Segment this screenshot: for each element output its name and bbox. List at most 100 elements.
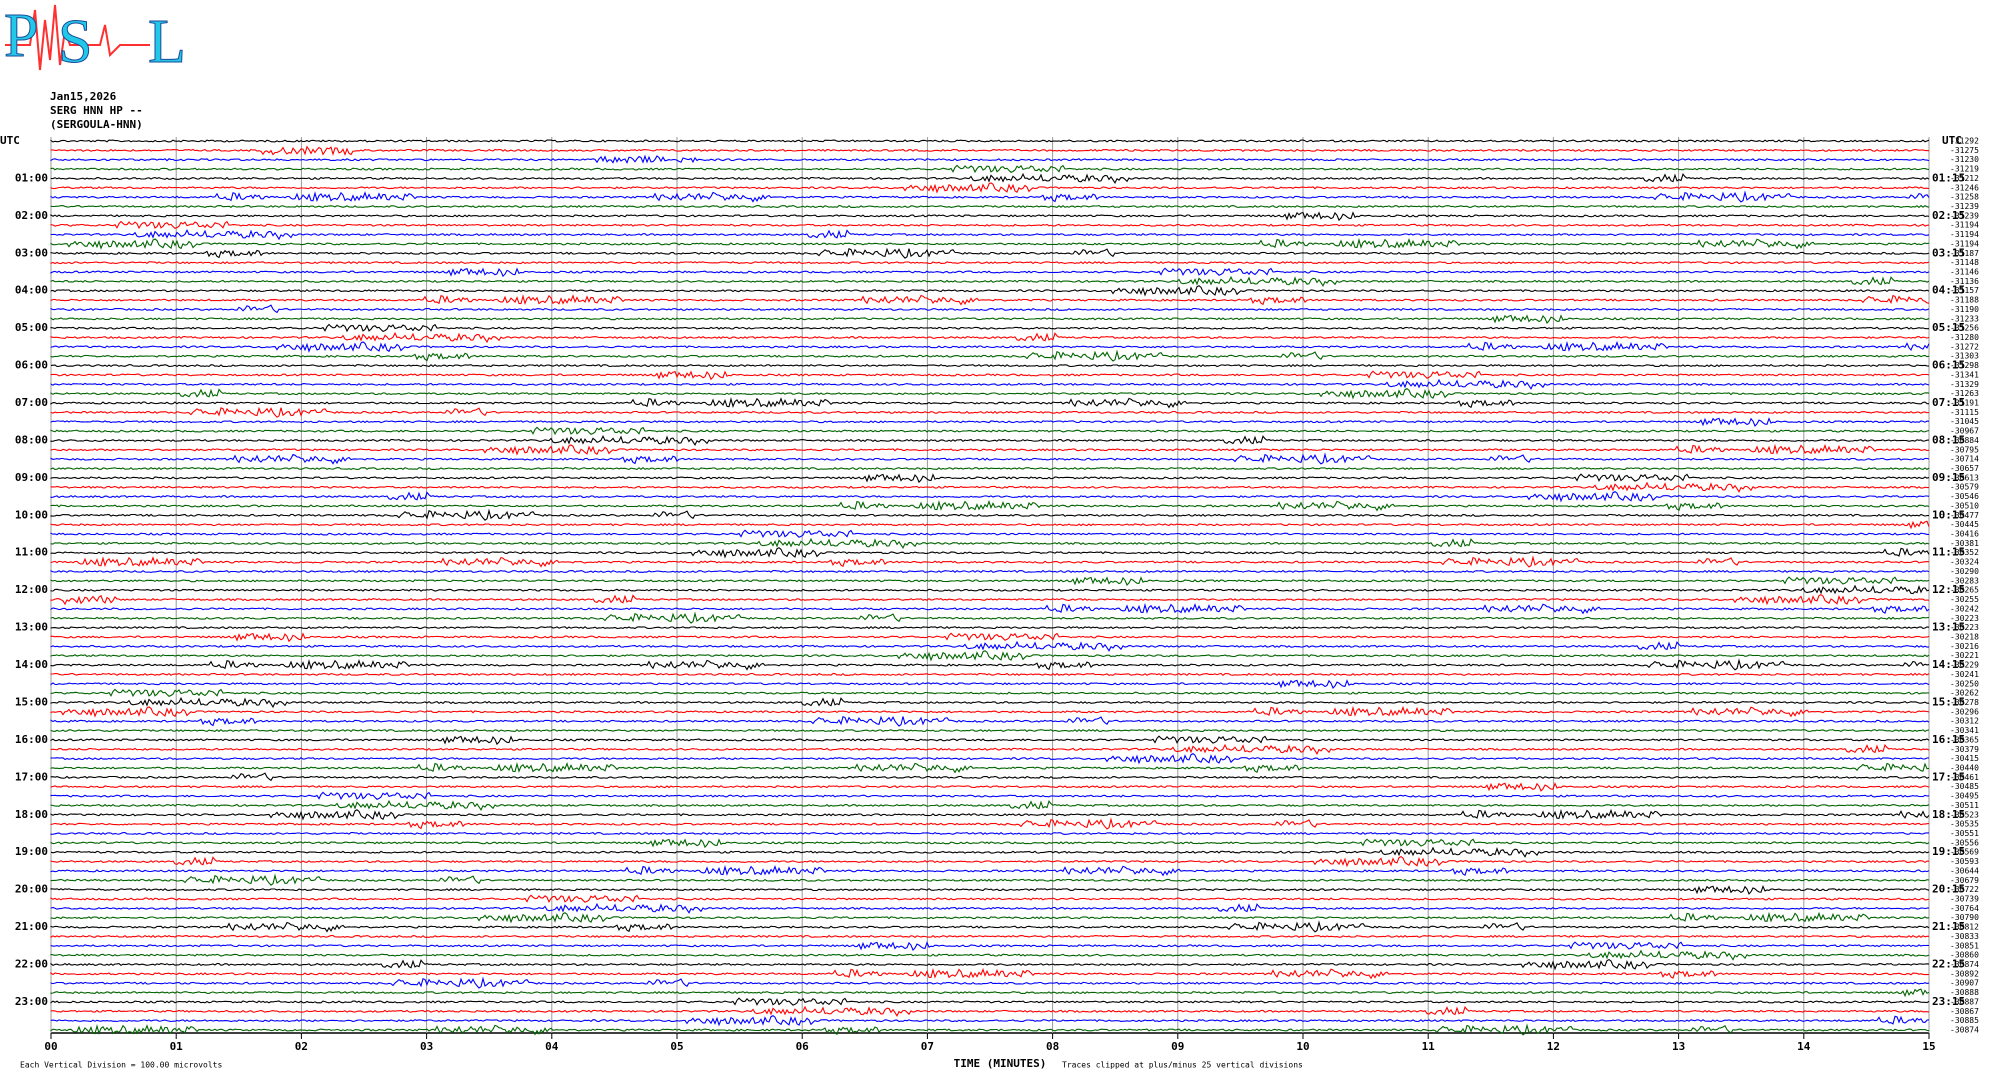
trace-offset: -30556: [1950, 838, 1979, 847]
trace: [50, 894, 1930, 903]
x-tick-label: 11: [1422, 1040, 1436, 1053]
trace: [50, 715, 1930, 727]
trace-offset: -31272: [1950, 342, 1979, 351]
trace: [50, 164, 1930, 174]
trace: [50, 808, 1930, 821]
trace-offset: -30223: [1950, 614, 1979, 623]
right-time-label: 07:15: [1932, 396, 1965, 409]
right-time-label: 03:15: [1932, 246, 1965, 259]
left-time-label: 02:00: [15, 209, 48, 222]
trace: [50, 782, 1930, 792]
trace: [50, 267, 1930, 278]
trace: [50, 443, 1930, 456]
trace-offset: -31292: [1950, 137, 1979, 146]
trace-offset: -31187: [1950, 249, 1979, 258]
right-time-label: 21:15: [1932, 920, 1965, 933]
logo-letter: P: [4, 2, 38, 70]
trace: [50, 838, 1930, 849]
trace-offset: -30241: [1950, 670, 1979, 679]
left-time-label: 07:00: [15, 396, 48, 409]
trace-offset: -30593: [1950, 857, 1979, 866]
trace: [50, 584, 1930, 595]
trace-offset: -31190: [1950, 305, 1979, 314]
trace-offset: -31188: [1950, 296, 1979, 305]
trace: [50, 1023, 1930, 1036]
trace-offset: -30255: [1950, 595, 1979, 604]
left-time-label: 18:00: [15, 808, 48, 821]
trace-offset: -30569: [1950, 848, 1979, 857]
trace: [50, 772, 1930, 782]
trace: [50, 920, 1930, 933]
trace-offset: -30613: [1950, 473, 1979, 482]
trace-offset: -31194: [1950, 230, 1979, 239]
left-time-label: 14:00: [15, 658, 48, 671]
right-time-label: 01:15: [1932, 171, 1965, 184]
trace: [50, 658, 1930, 671]
right-time-label: 18:15: [1932, 808, 1965, 821]
left-time-label: 22:00: [15, 957, 48, 970]
logo-wave: [5, 4, 150, 71]
trace-offset: -30579: [1950, 483, 1979, 492]
x-tick-label: 13: [1672, 1040, 1685, 1053]
trace-offset: -31194: [1950, 221, 1979, 230]
trace: [50, 417, 1930, 428]
logo-letter: S: [58, 8, 92, 76]
left-axis-title: UTC: [0, 134, 20, 147]
left-time-label: 08:00: [15, 433, 48, 446]
x-tick-label: 01: [170, 1040, 184, 1053]
left-time-label: 04:00: [15, 284, 48, 297]
trace-offset: -30381: [1950, 539, 1979, 548]
trace-offset: -30874: [1950, 960, 1979, 969]
trace: [50, 247, 1930, 259]
trace: [50, 406, 1930, 418]
trace: [50, 388, 1930, 400]
x-tick-label: 09: [1171, 1040, 1184, 1053]
logo-letter: L: [148, 8, 186, 76]
trace: [50, 370, 1930, 381]
trace: [50, 434, 1930, 447]
trace: [50, 261, 1930, 265]
trace-offset: -31258: [1950, 193, 1979, 202]
trace-offset: -31256: [1950, 324, 1979, 333]
trace-offset: -30283: [1950, 576, 1979, 585]
trace: [50, 625, 1930, 630]
date: Jan15,2026: [50, 90, 117, 103]
trace: [50, 1015, 1930, 1027]
trace: [50, 397, 1930, 409]
trace-offset: -30223: [1950, 623, 1979, 632]
right-time-label: 12:15: [1932, 583, 1965, 596]
right-time-label: 10:15: [1932, 508, 1965, 521]
x-tick-label: 12: [1547, 1040, 1560, 1053]
trace: [50, 688, 1930, 698]
trace-offset: -30892: [1950, 969, 1979, 978]
trace-offset: -31233: [1950, 314, 1979, 323]
left-time-label: 10:00: [15, 508, 48, 521]
trace: [50, 537, 1930, 550]
trace: [50, 593, 1930, 606]
right-axis-title: UTC: [1942, 134, 1962, 147]
trace: [50, 799, 1930, 812]
trace: [50, 988, 1930, 998]
x-tick-label: 14: [1797, 1040, 1811, 1053]
trace: [50, 967, 1930, 980]
left-time-label: 16:00: [15, 733, 48, 746]
x-tick-label: 07: [921, 1040, 934, 1053]
trace-offset: -30365: [1950, 735, 1979, 744]
trace: [50, 885, 1930, 895]
scale-note: Each Vertical Division = 100.00 microvol…: [20, 1061, 222, 1070]
right-time-label: 14:15: [1932, 658, 1965, 671]
left-time-label: 11:00: [15, 546, 48, 559]
trace: [50, 229, 1930, 241]
trace: [50, 855, 1930, 868]
trace-offset: -30833: [1950, 932, 1979, 941]
clip-note: Traces clipped at plus/minus 25 vertical…: [1062, 1061, 1303, 1070]
trace: [50, 547, 1930, 559]
trace-offset: -31136: [1950, 277, 1979, 286]
trace: [50, 363, 1930, 368]
trace: [50, 211, 1930, 222]
trace: [50, 340, 1930, 353]
trace-offset: -31148: [1950, 258, 1979, 267]
trace-offset: -30415: [1950, 754, 1979, 763]
trace: [50, 976, 1930, 989]
trace-offset: -30546: [1950, 492, 1979, 501]
